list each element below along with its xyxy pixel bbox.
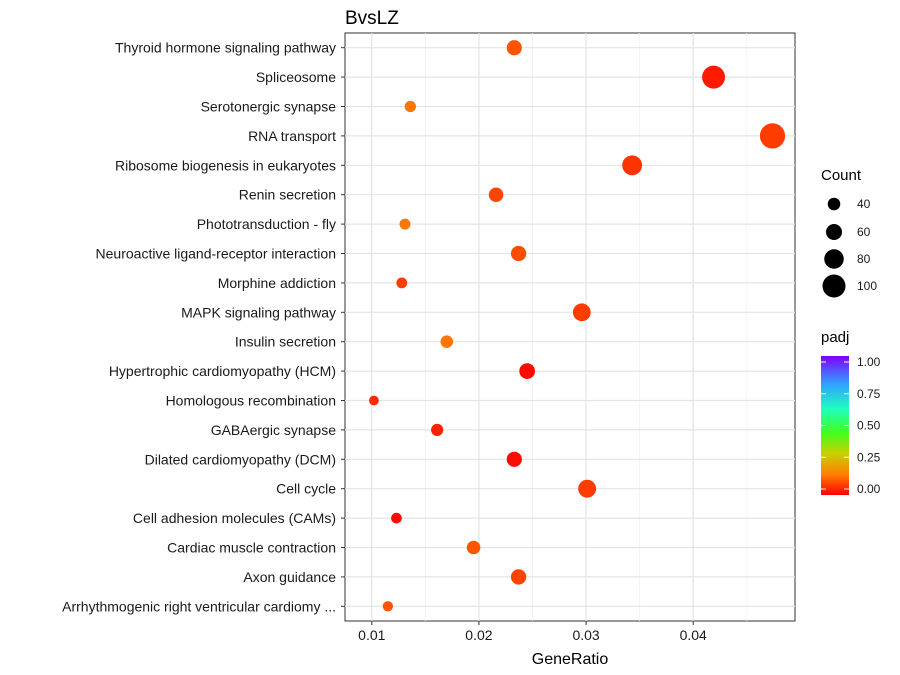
count-legend: Count 40 60 80 100 [821, 167, 877, 298]
count-legend-label: 60 [857, 225, 871, 239]
data-point [506, 40, 522, 56]
y-tick-label: Cardiac muscle contraction [167, 540, 336, 556]
padj-tick-label: 0.25 [857, 450, 881, 464]
plot-panel [344, 32, 796, 622]
count-legend-label: 80 [857, 252, 871, 266]
count-legend-dot [825, 223, 843, 241]
data-point [488, 187, 504, 202]
y-tick-label: Dilated cardiomyopathy (DCM) [145, 451, 336, 467]
x-tick-label: 0.01 [358, 627, 385, 643]
padj-tick-label: 1.00 [857, 355, 881, 369]
count-legend-label: 100 [857, 279, 877, 293]
data-point [440, 335, 454, 348]
y-tick-label: GABAergic synapse [211, 422, 336, 438]
y-tick-label: Morphine addiction [218, 275, 336, 291]
count-legend-title: Count [821, 167, 862, 184]
data-point [466, 540, 481, 555]
count-legend-dot [824, 249, 844, 269]
y-tick-label: Axon guidance [243, 569, 336, 585]
y-axis-labels: Thyroid hormone signaling pathway Spliceo… [62, 40, 345, 614]
y-tick-label: Phototransduction - fly [197, 216, 336, 232]
y-tick-label: Insulin secretion [235, 334, 336, 350]
padj-legend: padj 1.00 0.75 0.50 0.25 0.00 [821, 329, 881, 496]
y-tick-label: MAPK signaling pathway [181, 304, 336, 320]
data-point [396, 277, 408, 289]
data-point [578, 479, 597, 498]
count-legend-keys: 40 60 80 100 [822, 197, 877, 298]
data-point [431, 423, 444, 437]
count-legend-label: 40 [857, 197, 871, 211]
y-tick-label: Renin secretion [239, 187, 336, 203]
data-point [519, 363, 535, 379]
padj-legend-ticks: 1.00 0.75 0.50 0.25 0.00 [821, 355, 881, 496]
y-tick-label: Spliceosome [256, 69, 336, 85]
padj-tick-label: 0.75 [857, 387, 881, 401]
data-point [369, 395, 379, 406]
count-legend-dot [827, 197, 841, 211]
y-tick-label: Thyroid hormone signaling pathway [115, 40, 336, 56]
data-point [382, 601, 394, 612]
data-points [369, 40, 786, 612]
data-point [391, 512, 402, 524]
padj-legend-title: padj [821, 329, 849, 346]
data-point [759, 123, 786, 149]
y-tick-label: Homologous recombination [166, 393, 336, 409]
data-point [510, 245, 527, 262]
data-point [506, 451, 522, 467]
y-tick-label: Serotonergic synapse [201, 99, 337, 115]
data-point [702, 65, 726, 89]
y-tick-label: Ribosome biogenesis in eukaryotes [115, 157, 336, 173]
chart-title: BvsLZ [345, 8, 399, 29]
y-tick-label: Cell adhesion molecules (CAMs) [133, 510, 336, 526]
y-tick-label: Neuroactive ligand-receptor interaction [96, 246, 336, 262]
grid-lines [345, 33, 795, 621]
padj-tick-label: 0.00 [857, 482, 881, 496]
data-point [399, 218, 411, 230]
x-tick-label: 0.04 [680, 627, 707, 643]
x-axis-title: GeneRatio [532, 651, 609, 668]
padj-tick-label: 0.50 [857, 419, 881, 433]
y-tick-label: Arrhythmogenic right ventricular cardiom… [62, 598, 336, 614]
data-point [622, 155, 643, 176]
y-tick-label: RNA transport [248, 128, 336, 144]
x-tick-label: 0.03 [572, 627, 599, 643]
data-point [404, 100, 417, 113]
y-tick-label: Cell cycle [276, 481, 336, 497]
data-point [572, 303, 591, 322]
x-tick-label: 0.02 [465, 627, 492, 643]
data-point [510, 569, 527, 585]
count-legend-dot [822, 274, 846, 298]
x-axis-ticks: 0.01 0.02 0.03 0.04 [358, 621, 707, 643]
y-tick-label: Hypertrophic cardiomyopathy (HCM) [109, 363, 336, 379]
